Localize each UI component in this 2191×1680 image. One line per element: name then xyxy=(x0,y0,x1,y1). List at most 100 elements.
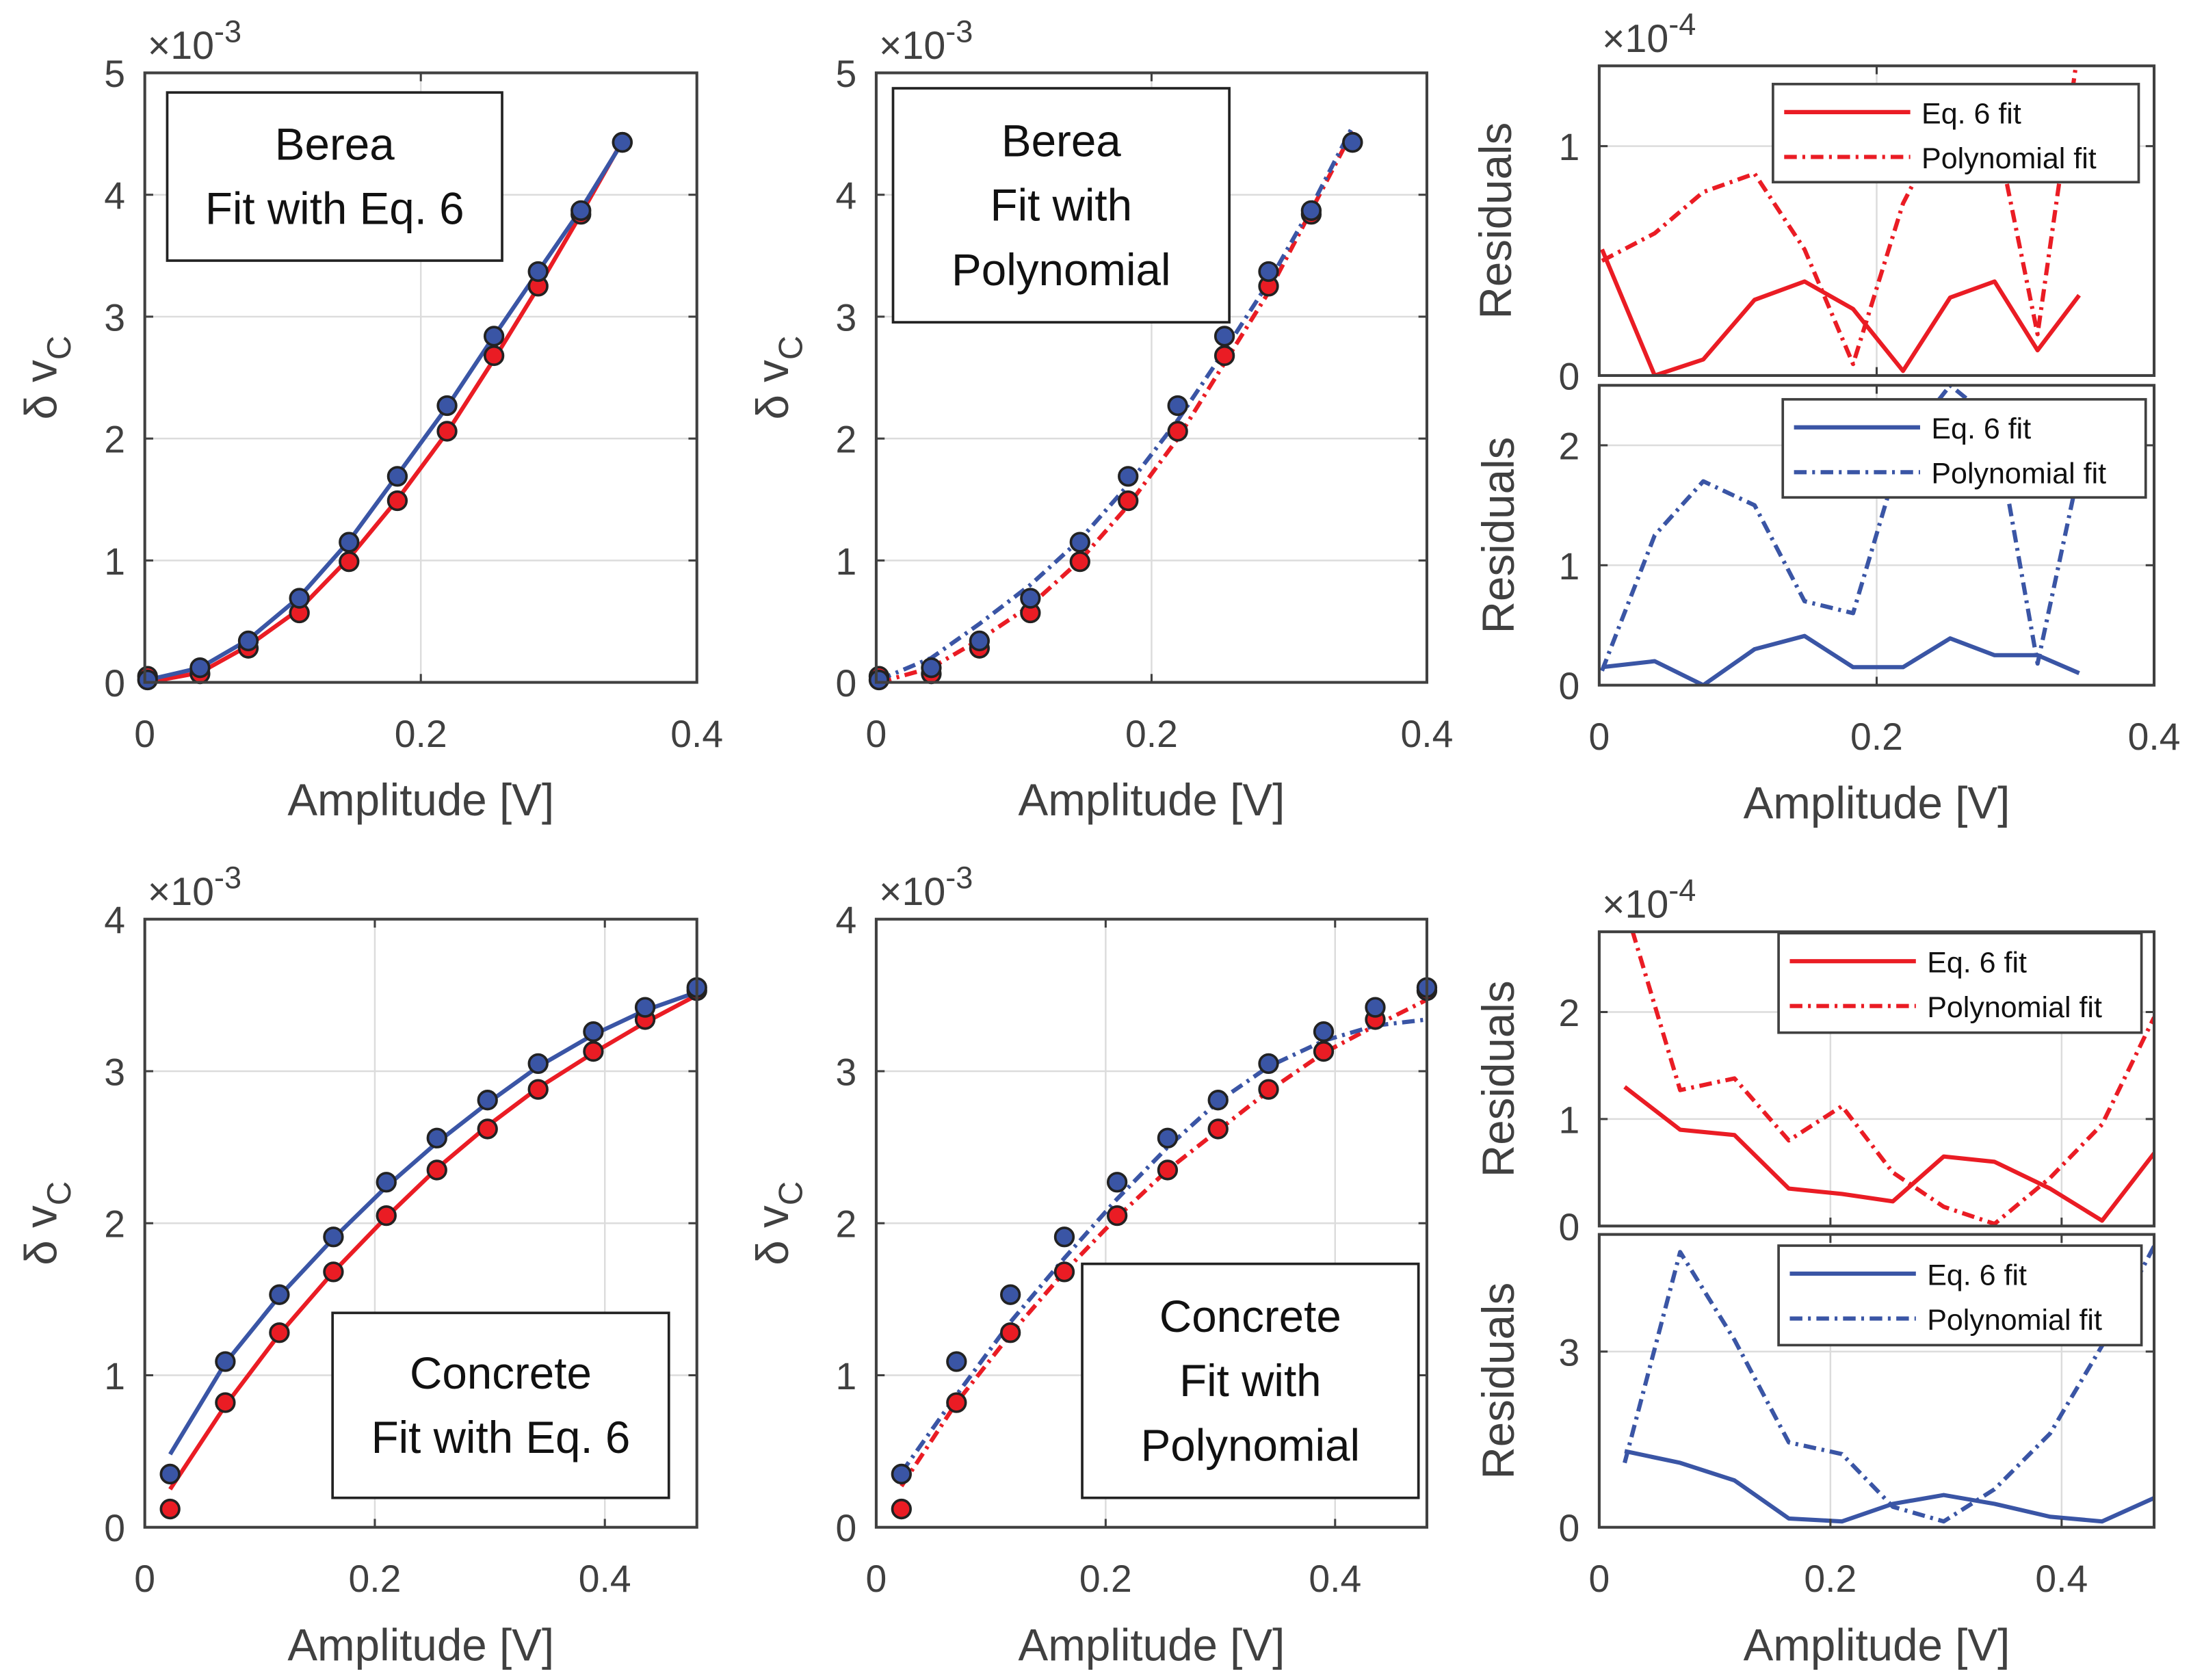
panel-concrete-res-red: 0 1 2 Residuals ×10-4 Eq. 6 fit Polynomial fit xyxy=(1473,873,2156,1248)
exponent-power: -4 xyxy=(1668,873,1696,908)
y-axis-label-main: Residuals xyxy=(1473,980,1523,1177)
x-tick-label: 0.2 xyxy=(1079,1558,1132,1600)
exponent-power: -4 xyxy=(1668,7,1696,42)
y-axis-label: δ vC xyxy=(16,1181,78,1265)
panel-concrete-eq6: 0 0.2 0.4 0 1 2 3 4 Amplitude [V] δ vC ×10-3 Concre… xyxy=(16,861,707,1670)
annotation-text: Concrete xyxy=(410,1348,592,1398)
legend: Eq. 6 fit Polynomial fit xyxy=(1777,932,2143,1034)
x-tick-label: 0.4 xyxy=(579,1558,631,1600)
x-tick-label: 0 xyxy=(1589,716,1610,758)
data-point-red xyxy=(1258,1079,1279,1100)
exponent-base: ×10 xyxy=(148,870,214,914)
axes-frame xyxy=(1597,1233,2156,1529)
annotation-box xyxy=(891,87,1231,324)
data-point-blue xyxy=(999,1284,1021,1305)
x-tick-label: 0 xyxy=(134,1558,155,1600)
legend: Eq. 6 fit Polynomial fit xyxy=(1772,83,2140,184)
y-tick-label: 0 xyxy=(1558,665,1579,707)
data-point-blue xyxy=(289,588,310,609)
y-tick-label: 2 xyxy=(1558,992,1579,1034)
x-axis-label: Amplitude [V] xyxy=(1019,1620,1285,1670)
y-tick-label: 3 xyxy=(835,296,856,339)
series-line-red-solid xyxy=(1623,1085,2155,1223)
data-point-red xyxy=(269,1322,290,1343)
y-axis-label-main: δ v xyxy=(16,360,66,420)
data-point-red xyxy=(159,1498,181,1520)
legend-label: Eq. 6 fit xyxy=(1921,97,2021,130)
data-point-red xyxy=(376,1205,397,1226)
y-axis-label-subscript: C xyxy=(772,1181,809,1205)
data-point-blue xyxy=(159,1463,181,1485)
exponent-base: ×10 xyxy=(1602,883,1668,927)
data-point-blue xyxy=(339,531,360,553)
y-tick-label: 4 xyxy=(835,174,856,217)
x-tick-label: 0 xyxy=(134,713,155,755)
data-point-blue xyxy=(1020,588,1041,609)
x-tick-label: 0 xyxy=(866,713,887,755)
data-point-red xyxy=(477,1118,498,1140)
y-tick-label: 0 xyxy=(1558,355,1579,397)
data-point-blue xyxy=(583,1021,604,1042)
x-axis-label: Amplitude [V] xyxy=(287,1620,554,1670)
data-point-blue xyxy=(634,997,656,1018)
data-point-blue xyxy=(1258,261,1279,283)
data-point-blue xyxy=(1207,1090,1229,1111)
annotation-text: Fit with xyxy=(1179,1356,1322,1406)
axis-exponent: ×10-3 xyxy=(879,861,973,915)
data-point-blue xyxy=(215,1351,236,1372)
exponent-base: ×10 xyxy=(148,24,214,68)
panel-berea-eq6: 0 0.2 0.4 0 1 2 3 4 5 Amplitude [V] δ vC ×10-3 Berea… xyxy=(16,14,724,825)
y-axis-label: δ vC xyxy=(748,336,809,420)
legend-label: Polynomial fit xyxy=(1931,458,2106,490)
x-tick-label: 0.2 xyxy=(349,1558,402,1600)
data-point-blue xyxy=(1069,531,1090,553)
data-point-blue xyxy=(426,1127,447,1149)
series-line-blue-solid xyxy=(1601,633,2080,685)
y-axis-label: Residuals xyxy=(1473,437,1523,634)
axes-frame xyxy=(1597,930,2156,1228)
y-tick-label: 2 xyxy=(104,1203,125,1246)
x-tick-label: 0.4 xyxy=(2035,1558,2088,1600)
y-tick-label: 2 xyxy=(835,1203,856,1246)
data-point-red xyxy=(1118,490,1139,512)
data-point-red xyxy=(339,551,360,573)
data-point-blue xyxy=(483,326,505,347)
y-tick-label: 4 xyxy=(835,899,856,941)
data-point-blue xyxy=(1106,1172,1128,1193)
legend-box xyxy=(1777,1244,2143,1347)
y-tick-label: 3 xyxy=(1558,1331,1579,1374)
y-axis-label-subscript: C xyxy=(772,336,809,360)
data-point-red xyxy=(1106,1205,1128,1226)
y-tick-label: 0 xyxy=(104,662,125,705)
data-point-blue xyxy=(1213,326,1235,347)
exponent-power: -3 xyxy=(214,14,241,49)
legend-box xyxy=(1781,397,2147,499)
y-axis-label: Residuals xyxy=(1473,980,1523,1177)
legend: Eq. 6 fit Polynomial fit xyxy=(1777,1244,2143,1347)
data-point-blue xyxy=(386,466,408,487)
y-tick-label: 0 xyxy=(1558,1206,1579,1248)
x-tick-label: 0.2 xyxy=(1850,716,1903,758)
data-point-blue xyxy=(1313,1021,1335,1042)
annotation-text: Polynomial xyxy=(952,245,1171,295)
x-tick-label: 0 xyxy=(1589,1558,1610,1600)
data-point-blue xyxy=(477,1090,498,1111)
x-axis-label: Amplitude [V] xyxy=(1744,1620,2010,1670)
data-point-red xyxy=(527,1079,549,1100)
data-point-red xyxy=(323,1261,344,1283)
data-point-red xyxy=(1053,1261,1075,1283)
series-line-red-solid xyxy=(1600,248,2081,376)
y-axis-label: δ vC xyxy=(16,336,78,420)
data-point-blue xyxy=(1342,131,1363,153)
exponent-power: -3 xyxy=(945,861,973,895)
exponent-base: ×10 xyxy=(879,24,945,68)
data-point-red xyxy=(386,490,408,512)
data-point-blue xyxy=(189,657,211,679)
series-line-red-dashdot xyxy=(1601,66,2078,367)
y-axis-label-subscript: C xyxy=(40,1181,78,1205)
y-tick-label: 5 xyxy=(104,53,125,95)
data-point-blue xyxy=(436,395,458,417)
y-tick-label: 1 xyxy=(104,540,125,583)
legend-label: Eq. 6 fit xyxy=(1927,947,2027,980)
data-point-red xyxy=(999,1322,1021,1343)
